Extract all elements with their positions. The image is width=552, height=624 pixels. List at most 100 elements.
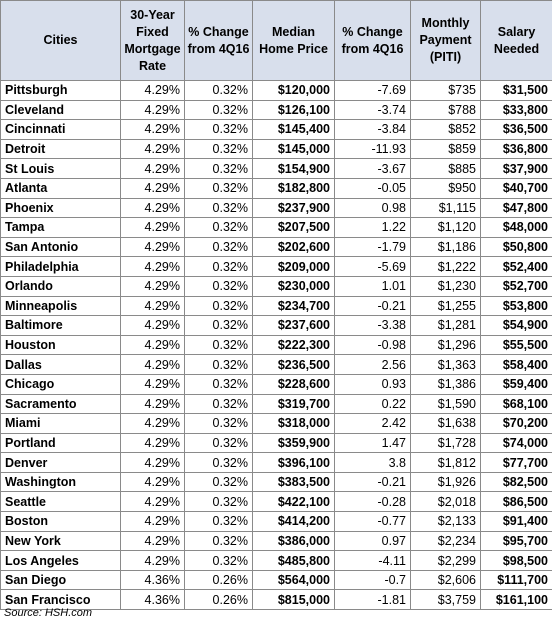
rate-change-cell: 0.32% <box>184 432 253 454</box>
mortgage-rate-cell: 4.29% <box>120 315 185 336</box>
monthly-payment-cell: $852 <box>410 119 481 140</box>
mortgage-rate-cell: 4.29% <box>120 138 185 160</box>
rate-change-cell: 0.32% <box>184 119 253 140</box>
mortgage-rate-cell: 4.29% <box>120 373 185 395</box>
city-cell: Los Angeles <box>0 550 121 571</box>
mortgage-rate-cell: 4.29% <box>120 80 185 101</box>
city-cell: Detroit <box>0 138 121 160</box>
city-cell: Philadelphia <box>0 256 121 277</box>
price-change-cell: 0.97 <box>334 530 411 552</box>
salary-needed-cell: $98,500 <box>480 550 552 571</box>
salary-needed-cell: $55,500 <box>480 334 552 356</box>
table-row: Tampa 4.29% 0.32% $207,500 1.22 $1,120 $48,000 <box>0 217 552 238</box>
rate-change-cell: 0.32% <box>184 491 253 513</box>
city-cell: San Diego <box>0 569 121 591</box>
mortgage-table: Cities 30-Year Fixed Mortgage Rate % Cha… <box>0 0 552 611</box>
price-change-cell: -7.69 <box>334 80 411 101</box>
rate-change-cell: 0.32% <box>184 413 253 434</box>
rate-change-cell: 0.26% <box>184 589 253 611</box>
median-price-cell: $154,900 <box>252 158 335 179</box>
median-price-cell: $564,000 <box>252 569 335 591</box>
price-change-cell: 0.93 <box>334 373 411 395</box>
city-cell: Baltimore <box>0 315 121 336</box>
header-price-change: % Change from 4Q16 <box>334 0 411 81</box>
rate-change-cell: 0.32% <box>184 177 253 199</box>
monthly-payment-cell: $2,133 <box>410 511 481 532</box>
salary-needed-cell: $40,700 <box>480 177 552 199</box>
city-cell: Seattle <box>0 491 121 513</box>
median-price-cell: $234,700 <box>252 295 335 317</box>
mortgage-rate-cell: 4.29% <box>120 295 185 317</box>
city-cell: Washington <box>0 471 121 493</box>
salary-needed-cell: $74,000 <box>480 432 552 454</box>
salary-needed-cell: $36,800 <box>480 138 552 160</box>
city-cell: St Louis <box>0 158 121 179</box>
city-cell: Chicago <box>0 373 121 395</box>
city-cell: Houston <box>0 334 121 356</box>
median-price-cell: $228,600 <box>252 373 335 395</box>
table-row: Philadelphia 4.29% 0.32% $209,000 -5.69 $1,22… <box>0 256 552 277</box>
city-cell: Boston <box>0 511 121 532</box>
city-cell: Pittsburgh <box>0 80 121 101</box>
price-change-cell: -4.11 <box>334 550 411 571</box>
salary-needed-cell: $31,500 <box>480 80 552 101</box>
price-change-cell: -0.21 <box>334 471 411 493</box>
salary-needed-cell: $54,900 <box>480 315 552 336</box>
salary-needed-cell: $37,900 <box>480 158 552 179</box>
header-mortgage-rate: 30-Year Fixed Mortgage Rate <box>120 0 185 81</box>
salary-needed-cell: $53,800 <box>480 295 552 317</box>
salary-needed-cell: $52,700 <box>480 275 552 297</box>
salary-needed-cell: $91,400 <box>480 511 552 532</box>
monthly-payment-cell: $735 <box>410 80 481 101</box>
city-cell: Portland <box>0 432 121 454</box>
price-change-cell: 3.8 <box>334 452 411 473</box>
rate-change-cell: 0.32% <box>184 511 253 532</box>
city-cell: New York <box>0 530 121 552</box>
median-price-cell: $182,800 <box>252 177 335 199</box>
price-change-cell: -0.21 <box>334 295 411 317</box>
rate-change-cell: 0.32% <box>184 236 253 258</box>
city-cell: San Antonio <box>0 236 121 258</box>
monthly-payment-cell: $1,728 <box>410 432 481 454</box>
monthly-payment-cell: $2,018 <box>410 491 481 513</box>
mortgage-rate-cell: 4.29% <box>120 236 185 258</box>
rate-change-cell: 0.32% <box>184 452 253 473</box>
mortgage-rate-cell: 4.29% <box>120 158 185 179</box>
mortgage-rate-cell: 4.36% <box>120 569 185 591</box>
city-cell: Atlanta <box>0 177 121 199</box>
median-price-cell: $422,100 <box>252 491 335 513</box>
city-cell: San Francisco <box>0 589 121 611</box>
rate-change-cell: 0.32% <box>184 138 253 160</box>
table-row: Seattle 4.29% 0.32% $422,100 -0.28 $2,018 $86,… <box>0 491 552 513</box>
mortgage-rate-cell: 4.29% <box>120 119 185 140</box>
monthly-payment-cell: $2,234 <box>410 530 481 552</box>
monthly-payment-cell: $1,812 <box>410 452 481 473</box>
monthly-payment-cell: $1,638 <box>410 413 481 434</box>
monthly-payment-cell: $2,299 <box>410 550 481 571</box>
median-price-cell: $319,700 <box>252 393 335 415</box>
table-row: San Francisco 4.36% 0.26% $815,000 -1.81 $3,7… <box>0 589 552 611</box>
rate-change-cell: 0.32% <box>184 530 253 552</box>
mortgage-rate-cell: 4.29% <box>120 177 185 199</box>
price-change-cell: 2.42 <box>334 413 411 434</box>
monthly-payment-cell: $1,281 <box>410 315 481 336</box>
table-row: Atlanta 4.29% 0.32% $182,800 -0.05 $950 $40,70… <box>0 177 552 199</box>
table-row: Portland 4.29% 0.32% $359,900 1.47 $1,728 $74,… <box>0 432 552 454</box>
salary-needed-cell: $36,500 <box>480 119 552 140</box>
header-salary-needed: Salary Needed <box>480 0 552 81</box>
monthly-payment-cell: $1,296 <box>410 334 481 356</box>
table-body: Pittsburgh 4.29% 0.32% $120,000 -7.69 $735 $31… <box>0 80 552 611</box>
salary-needed-cell: $50,800 <box>480 236 552 258</box>
median-price-cell: $396,100 <box>252 452 335 473</box>
mortgage-rate-cell: 4.36% <box>120 589 185 611</box>
mortgage-rate-cell: 4.29% <box>120 334 185 356</box>
city-cell: Orlando <box>0 275 121 297</box>
mortgage-rate-cell: 4.29% <box>120 256 185 277</box>
header-median-home-price: Median Home Price <box>252 0 335 81</box>
salary-needed-cell: $47,800 <box>480 197 552 219</box>
mortgage-rate-cell: 4.29% <box>120 491 185 513</box>
rate-change-cell: 0.32% <box>184 217 253 238</box>
salary-needed-cell: $95,700 <box>480 530 552 552</box>
rate-change-cell: 0.32% <box>184 373 253 395</box>
